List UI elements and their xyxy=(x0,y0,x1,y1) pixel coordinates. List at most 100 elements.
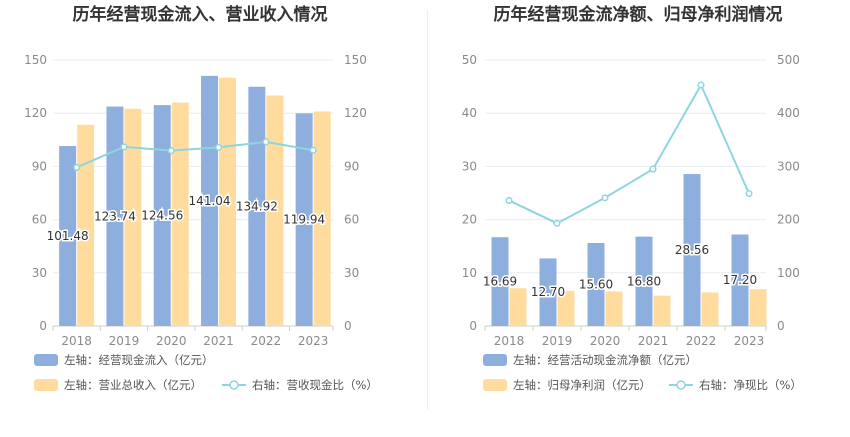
left-axis-tick: 60 xyxy=(32,213,47,227)
bar-series-1 xyxy=(153,105,171,326)
left-axis-tick: 10 xyxy=(462,266,477,280)
line-point xyxy=(649,165,657,173)
bar-series-1 xyxy=(635,236,653,326)
bar-series-1 xyxy=(539,258,557,326)
right-axis-tick: 150 xyxy=(344,53,367,67)
right-axis-tick: 400 xyxy=(777,106,800,120)
chart-panel-netcash-profit: 历年经营现金流净额、归母净利润情况 0 10 20 30 40 50 0 100 200 300 40… xyxy=(428,0,850,437)
legend-label: 右轴：营收现金比（%） xyxy=(252,378,378,392)
chart-title: 历年经营现金流入、营业收入情况 xyxy=(73,4,328,25)
bar-series-1 xyxy=(248,86,266,326)
line-series xyxy=(508,82,750,225)
right-axis-tick: 120 xyxy=(344,106,367,120)
bar-data-label: 141.04 xyxy=(189,194,231,208)
legend-label: 左轴：营业总收入（亿元） xyxy=(64,378,202,392)
legend-label: 右轴：净现比（%） xyxy=(699,378,802,392)
bar-data-label: 124.56 xyxy=(141,209,183,223)
right-axis-tick: 300 xyxy=(777,159,800,173)
right-axis-tick: 500 xyxy=(777,53,800,67)
left-axis-tick: 90 xyxy=(32,159,47,173)
x-tick-label: 2019 xyxy=(542,334,573,348)
bar-data-label: 16.69 xyxy=(483,275,517,289)
x-tick-label: 2018 xyxy=(61,334,92,348)
x-tick-label: 2021 xyxy=(638,334,669,348)
line-point xyxy=(745,189,753,198)
line-point xyxy=(167,147,175,155)
line-point xyxy=(215,143,223,151)
legend-line-marker xyxy=(676,380,686,390)
chart-panel-cashflow-revenue: 历年经营现金流入、营业收入情况 0 30 60 90 120 150 0 30 60 90 120 15… xyxy=(24,4,378,392)
bar-series-2 xyxy=(77,124,95,326)
chart-title: 历年经营现金流净额、归母净利润情况 xyxy=(494,4,783,25)
right-axis-tick: 0 xyxy=(777,319,785,333)
line-point xyxy=(73,163,81,172)
bar-data-label: 15.60 xyxy=(579,278,613,292)
x-tick-label: 2022 xyxy=(251,334,282,348)
line-point xyxy=(553,219,561,227)
x-tick-label: 2018 xyxy=(494,334,525,348)
legend-label: 左轴：经营活动现金流净额（亿元） xyxy=(513,353,697,367)
x-tick-label: 2020 xyxy=(590,334,621,348)
x-tick-label: 2021 xyxy=(203,334,234,348)
bar-series-2 xyxy=(557,290,575,326)
bar-series-1 xyxy=(59,146,77,326)
line-point xyxy=(262,138,270,146)
line-point xyxy=(120,143,128,151)
panel-divider xyxy=(427,10,428,410)
line-point xyxy=(601,194,609,202)
legend-swatch xyxy=(34,379,58,391)
line-point xyxy=(697,81,705,89)
bar-series-1 xyxy=(106,106,124,326)
bar-series-2 xyxy=(124,108,142,327)
line-series xyxy=(76,140,314,169)
bar-series-1 xyxy=(201,75,219,326)
chart-svg-1: 历年经营现金流入、营业收入情况 0 30 60 90 120 150 0 30 60 90 120 15… xyxy=(24,4,378,392)
bar-data-label: 134.92 xyxy=(236,199,278,213)
chart-svg-2: 历年经营现金流净额、归母净利润情况01020304050010020030040… xyxy=(462,4,802,392)
legend-swatch xyxy=(483,354,507,366)
bar-series-2 xyxy=(605,291,623,326)
bar-data-label: 28.56 xyxy=(675,243,709,257)
left-axis-tick: 120 xyxy=(24,106,47,120)
bar-series-2 xyxy=(749,289,767,326)
bar-data-label: 123.74 xyxy=(94,209,136,223)
x-tick-label: 2023 xyxy=(298,334,329,348)
right-axis-tick: 100 xyxy=(777,266,800,280)
right-axis-tick: 60 xyxy=(344,213,359,227)
bar-series-2 xyxy=(653,295,671,326)
legend-swatch xyxy=(34,354,58,366)
bar-series-1 xyxy=(491,237,509,326)
bar-series-2 xyxy=(219,77,237,326)
left-axis-tick: 0 xyxy=(39,319,47,333)
left-axis-tick: 30 xyxy=(32,266,47,280)
x-tick-label: 2020 xyxy=(156,334,187,348)
left-axis-tick: 0 xyxy=(469,319,477,333)
legend-label: 左轴：归母净利润（亿元） xyxy=(513,378,651,392)
right-axis-tick: 0 xyxy=(344,319,352,333)
left-axis-tick: 30 xyxy=(462,159,477,173)
bar-data-label: 16.80 xyxy=(627,274,661,288)
bar-series-1 xyxy=(587,243,605,326)
bar-data-label: 119.94 xyxy=(283,213,325,227)
bar-data-label: 12.70 xyxy=(531,285,565,299)
bar-series-1 xyxy=(683,174,701,326)
bar-data-label: 101.48 xyxy=(47,229,89,243)
legend-swatch xyxy=(483,379,507,391)
line-point xyxy=(505,196,513,204)
bar-series-2 xyxy=(509,288,527,326)
bar-series-2 xyxy=(313,111,331,326)
left-axis-tick: 50 xyxy=(462,53,477,67)
right-axis-tick: 90 xyxy=(344,159,359,173)
right-axis-tick: 30 xyxy=(344,266,359,280)
left-axis-tick: 150 xyxy=(24,53,47,67)
right-axis-tick: 200 xyxy=(777,213,800,227)
bar-data-label: 17.20 xyxy=(723,273,757,287)
left-axis-tick: 40 xyxy=(462,106,477,120)
bar-series-2 xyxy=(171,102,189,326)
legend-label: 左轴：经营现金流入（亿元） xyxy=(64,353,214,367)
bar-series-2 xyxy=(266,95,284,326)
x-tick-label: 2023 xyxy=(734,334,765,348)
left-axis-tick: 20 xyxy=(462,213,477,227)
x-tick-label: 2022 xyxy=(686,334,717,348)
bar-series-1 xyxy=(295,113,313,326)
